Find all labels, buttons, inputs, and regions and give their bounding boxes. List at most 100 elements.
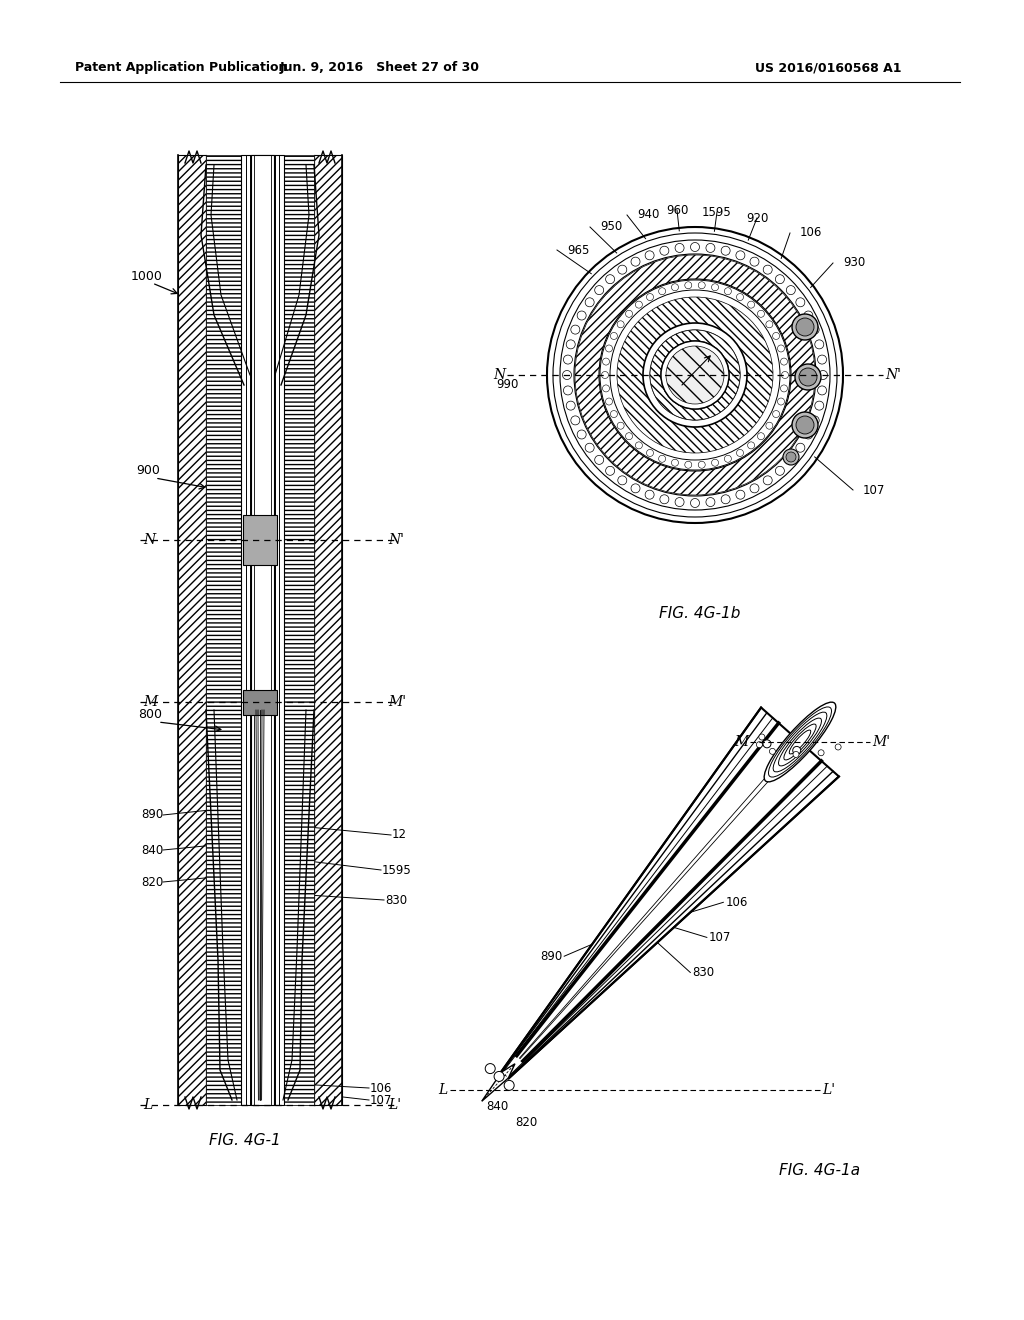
Bar — [178, 154, 206, 1105]
Circle shape — [685, 281, 692, 289]
Circle shape — [600, 280, 790, 470]
Circle shape — [602, 358, 609, 366]
Circle shape — [650, 330, 740, 420]
Circle shape — [736, 293, 743, 301]
Circle shape — [810, 325, 819, 334]
Circle shape — [721, 495, 730, 504]
Text: 106: 106 — [370, 1081, 392, 1094]
Circle shape — [605, 466, 614, 475]
Circle shape — [566, 401, 575, 411]
Circle shape — [736, 490, 744, 499]
Circle shape — [617, 297, 773, 453]
Text: Patent Application Publication: Patent Application Publication — [75, 62, 288, 74]
Circle shape — [763, 475, 772, 484]
Text: 107: 107 — [370, 1093, 392, 1106]
Circle shape — [574, 253, 816, 496]
Circle shape — [804, 312, 813, 319]
Circle shape — [817, 355, 826, 364]
Text: 890: 890 — [140, 808, 163, 821]
Circle shape — [659, 495, 669, 504]
Circle shape — [799, 368, 817, 385]
Text: 820: 820 — [140, 875, 163, 888]
Circle shape — [758, 433, 765, 440]
Text: FIG. 4G-1a: FIG. 4G-1a — [779, 1163, 860, 1177]
Circle shape — [643, 323, 746, 426]
Circle shape — [748, 301, 755, 308]
Circle shape — [504, 1080, 514, 1090]
Circle shape — [605, 275, 614, 284]
Ellipse shape — [784, 725, 816, 760]
Circle shape — [786, 285, 796, 294]
Circle shape — [631, 257, 640, 267]
Text: M': M' — [872, 735, 890, 748]
Text: 830: 830 — [385, 894, 408, 907]
Text: L': L' — [822, 1082, 836, 1097]
Circle shape — [626, 310, 633, 317]
Text: N': N' — [885, 368, 901, 381]
Circle shape — [793, 751, 799, 758]
Circle shape — [750, 257, 759, 267]
Circle shape — [595, 455, 604, 465]
Circle shape — [662, 341, 729, 409]
Ellipse shape — [778, 718, 821, 766]
Circle shape — [617, 422, 625, 429]
Circle shape — [610, 290, 780, 459]
Ellipse shape — [764, 702, 836, 781]
Text: 106: 106 — [800, 227, 822, 239]
Circle shape — [578, 430, 586, 440]
Circle shape — [601, 371, 608, 379]
Circle shape — [495, 1072, 504, 1081]
Text: M: M — [734, 735, 748, 748]
Circle shape — [658, 455, 666, 462]
Circle shape — [775, 275, 784, 284]
Circle shape — [796, 444, 805, 453]
Circle shape — [675, 498, 684, 507]
Text: 830: 830 — [692, 966, 715, 979]
Circle shape — [758, 310, 765, 317]
Circle shape — [818, 371, 827, 380]
Circle shape — [650, 330, 740, 420]
Circle shape — [645, 251, 654, 260]
Bar — [251, 154, 274, 1105]
Circle shape — [804, 430, 813, 440]
Circle shape — [672, 284, 679, 290]
Circle shape — [617, 475, 627, 484]
Circle shape — [631, 484, 640, 492]
Bar — [243, 515, 278, 565]
Text: 800: 800 — [138, 708, 162, 721]
Circle shape — [626, 433, 633, 440]
Text: M': M' — [388, 696, 407, 709]
Circle shape — [796, 416, 814, 434]
Circle shape — [781, 371, 788, 379]
Ellipse shape — [773, 711, 826, 772]
Circle shape — [796, 318, 814, 337]
Text: 950: 950 — [600, 220, 623, 234]
Circle shape — [777, 399, 784, 405]
Circle shape — [712, 459, 719, 466]
Circle shape — [595, 285, 604, 294]
Circle shape — [780, 385, 787, 392]
Circle shape — [485, 1064, 496, 1073]
Circle shape — [585, 298, 594, 306]
Circle shape — [635, 301, 642, 308]
Circle shape — [793, 746, 801, 755]
Text: 890: 890 — [540, 949, 562, 962]
Bar — [206, 154, 314, 1105]
Circle shape — [766, 321, 773, 327]
Circle shape — [672, 459, 679, 466]
Circle shape — [780, 358, 787, 366]
Text: N: N — [143, 533, 155, 546]
Circle shape — [757, 742, 763, 747]
Bar — [241, 154, 284, 1105]
Circle shape — [658, 288, 666, 294]
Circle shape — [646, 293, 653, 301]
Circle shape — [786, 455, 796, 465]
Circle shape — [566, 339, 575, 348]
Text: 107: 107 — [863, 483, 886, 496]
Circle shape — [706, 498, 715, 507]
Polygon shape — [481, 1064, 515, 1101]
Circle shape — [585, 444, 594, 453]
Text: L: L — [437, 1082, 447, 1097]
Circle shape — [690, 499, 699, 507]
Circle shape — [769, 748, 775, 754]
